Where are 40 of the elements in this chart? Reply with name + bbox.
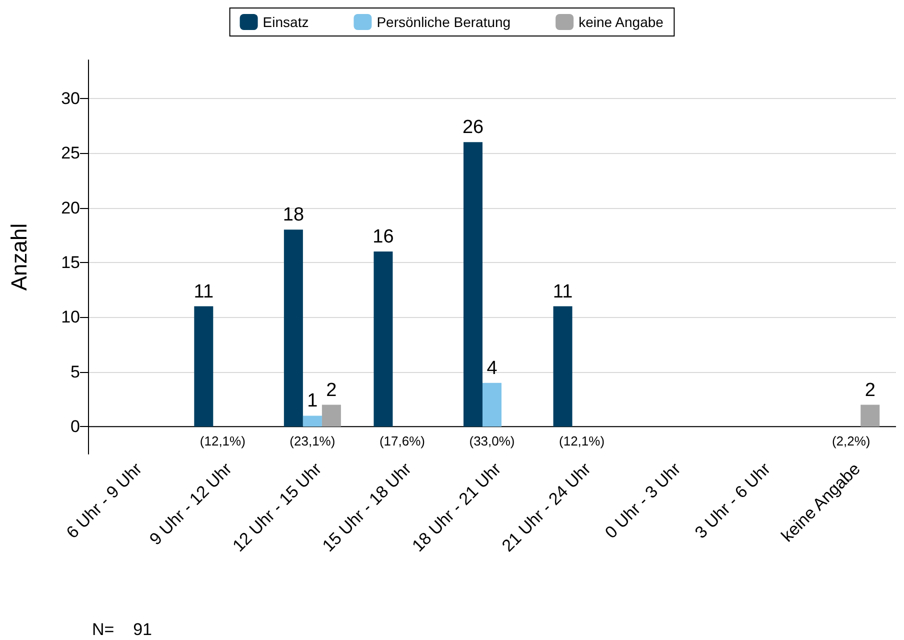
data-label: 2 (326, 380, 337, 401)
x-tick-label: 21 Uhr - 24 Uhr (498, 459, 595, 556)
y-tick-label: 10 (61, 308, 80, 327)
bar (860, 404, 880, 427)
text: N= 91 (92, 620, 152, 639)
data-label: 16 (372, 226, 394, 248)
annotation: (12,1%) (559, 434, 605, 449)
x-tick-label: 6 Uhr - 9 Uhr (62, 459, 146, 542)
bar (284, 230, 303, 427)
bar (302, 416, 322, 427)
data-label: 2 (864, 380, 876, 401)
x-tick-label: 3 Uhr - 6 Uhr (691, 459, 774, 542)
data-label: 1 (307, 390, 318, 412)
bar (374, 252, 393, 427)
annotation: (33,0%) (469, 434, 515, 449)
x-tick-label: 0 Uhr - 3 Uhr (601, 459, 685, 542)
y-tick-label: 20 (61, 198, 80, 218)
annotation: (17,6%) (379, 434, 425, 449)
y-tick-label: 25 (61, 144, 80, 163)
data-label: 26 (462, 117, 484, 138)
bar (553, 306, 572, 427)
legend-label: keine Angabe (578, 14, 664, 30)
bar (322, 404, 341, 427)
data-label: 11 (552, 281, 573, 302)
data-label: 4 (486, 358, 498, 379)
annotation: (12,1%) (200, 434, 246, 449)
legend-label: Einsatz (262, 14, 309, 30)
data-label: 11 (194, 281, 214, 302)
annotation: (2,2%) (832, 434, 870, 449)
bar (482, 382, 502, 427)
data-label: 18 (282, 204, 304, 226)
y-tick-label: 5 (70, 362, 80, 382)
y-tick-label: 15 (61, 252, 80, 272)
legend-label: Persönliche Beratung (376, 14, 511, 30)
bar (464, 142, 482, 427)
annotation: (23,1%) (290, 434, 336, 449)
y-tick-label: 0 (70, 417, 80, 436)
bar (194, 306, 214, 427)
y-tick-label: 30 (61, 88, 80, 108)
y-axis-title: Anzahl (6, 223, 32, 291)
